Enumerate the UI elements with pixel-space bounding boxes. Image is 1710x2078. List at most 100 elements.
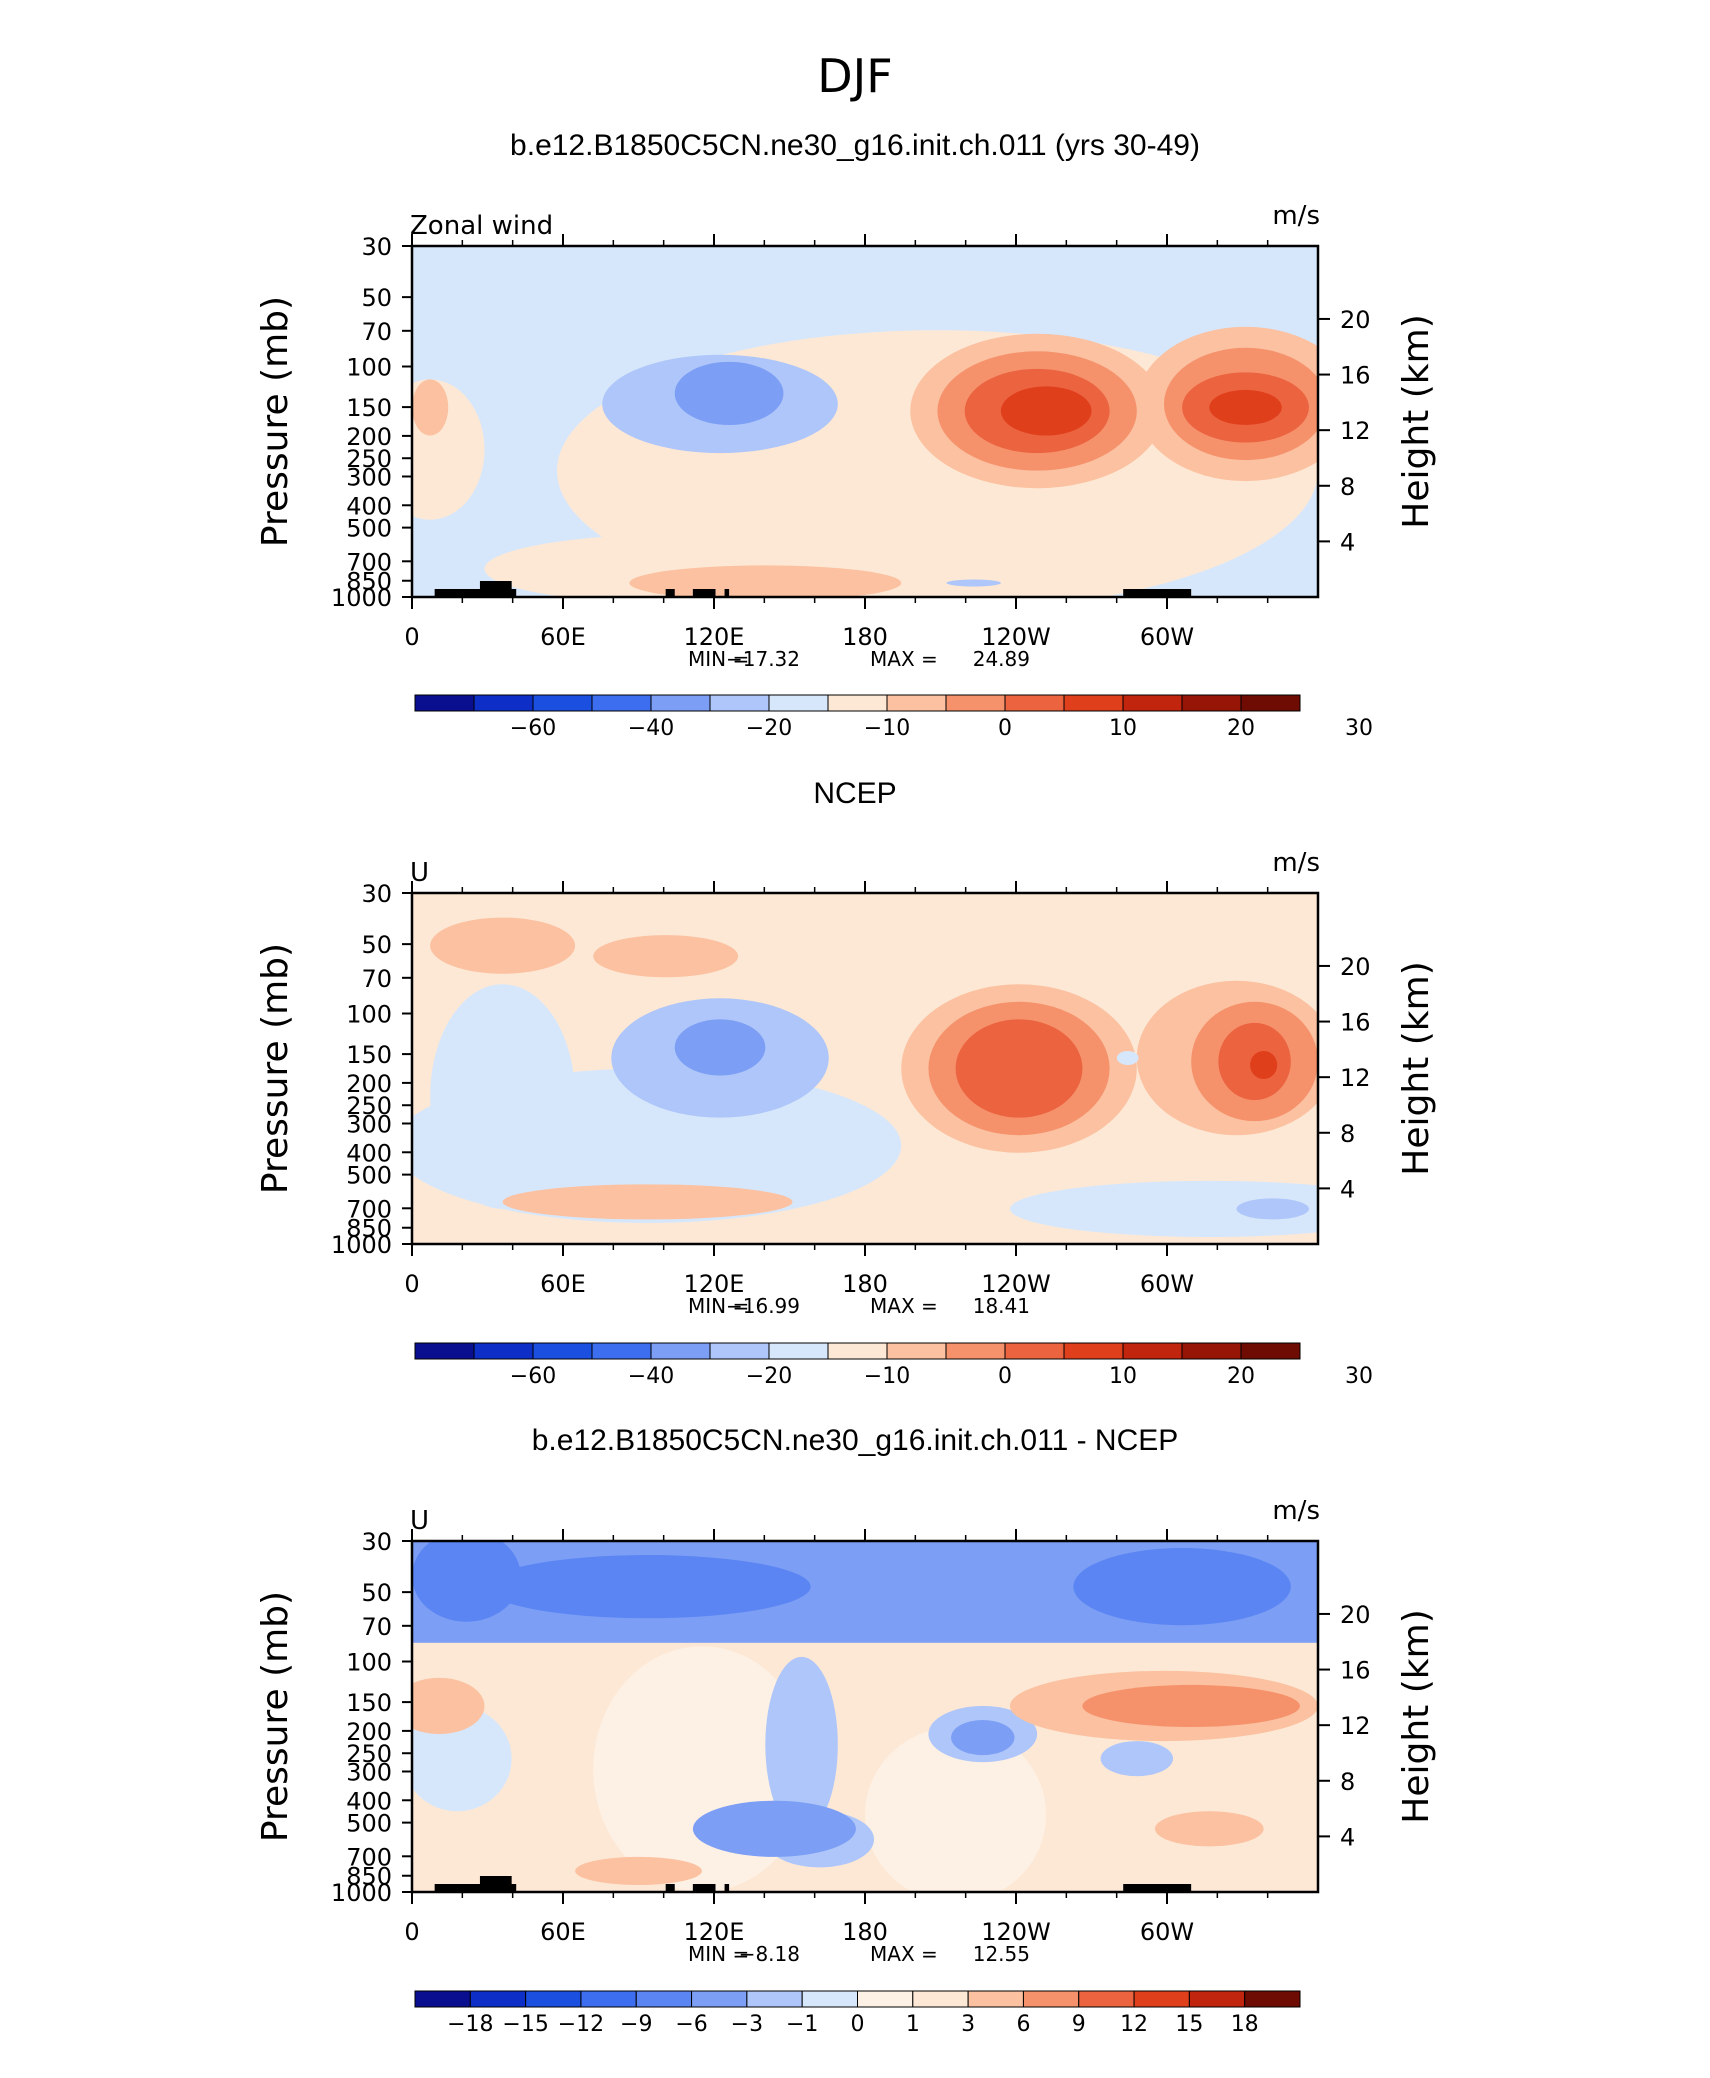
colorbar-label: 6 — [1016, 2012, 1030, 2037]
colorbar-swatch — [801, 1990, 858, 2008]
colorbar-label: −10 — [864, 1364, 910, 1389]
colorbar-swatch — [1181, 1342, 1242, 1360]
colorbar-swatch — [591, 1342, 652, 1360]
units-label: m/s — [1272, 201, 1320, 231]
x-tick-label: 120E — [684, 1918, 745, 1946]
contour-region — [1000, 386, 1092, 436]
colorbar-swatch — [709, 1342, 770, 1360]
contour-fill — [412, 1541, 1318, 1892]
panel-1: b.e12.B1850C5CN.ne30_g16.init.ch.011 (yr… — [255, 129, 1437, 741]
max-label: MAX = — [870, 1942, 938, 1966]
y-tick-label: 30 — [361, 880, 392, 908]
colorbar-swatch — [1122, 1342, 1183, 1360]
colorbar-swatch — [591, 694, 652, 712]
topography-mask — [665, 1884, 675, 1892]
y-tick-label: 300 — [346, 463, 392, 491]
colorbar-swatch — [414, 694, 475, 712]
x-tick-label: 60E — [540, 1918, 586, 1946]
x-tick-label: 60E — [540, 623, 586, 651]
contour-region — [1082, 1684, 1300, 1728]
colorbar-swatch — [857, 1990, 914, 2008]
min-value: −16.99 — [726, 1294, 800, 1318]
colorbar-label: −40 — [628, 716, 674, 741]
y-tick-label: 100 — [346, 354, 392, 382]
y-tick-label: 500 — [346, 1810, 392, 1838]
colorbar-label: 30 — [1345, 716, 1373, 741]
contour-region — [1073, 1548, 1291, 1626]
colorbar-swatch — [635, 1990, 693, 2008]
colorbar-label: 12 — [1120, 2012, 1148, 2037]
panel-title: b.e12.B1850C5CN.ne30_g16.init.ch.011 (yr… — [510, 129, 1200, 162]
colorbar-swatch — [768, 694, 829, 712]
y-tick-label: 400 — [346, 492, 392, 520]
contour-region — [692, 1800, 856, 1857]
x-tick-label: 0 — [404, 623, 419, 651]
contour-region — [1236, 1198, 1309, 1220]
y-right-tick-label: 16 — [1340, 1009, 1371, 1037]
colorbar-swatch — [650, 1342, 711, 1360]
colorbar-label: 18 — [1231, 2012, 1259, 2037]
topography-mask — [434, 589, 517, 597]
y-right-axis-title: Height (km) — [1396, 961, 1437, 1175]
x-tick-label: 60W — [1140, 623, 1194, 651]
y-tick-label: 300 — [346, 1110, 392, 1138]
x-tick-label: 180 — [842, 623, 888, 651]
colorbar-label: −40 — [628, 1364, 674, 1389]
x-tick-label: 0 — [404, 1270, 419, 1298]
variable-label: U — [410, 1506, 429, 1536]
colorbar-swatch — [827, 694, 888, 712]
contour-region — [1010, 1180, 1318, 1237]
y-right-axis-title: Height (km) — [1396, 314, 1437, 528]
colorbar-swatch — [469, 1990, 527, 2008]
y-tick-label: 50 — [361, 931, 392, 959]
panel-title: b.e12.B1850C5CN.ne30_g16.init.ch.011 - N… — [532, 1424, 1179, 1457]
y-right-tick-label: 8 — [1340, 1768, 1355, 1796]
y-tick-label: 150 — [346, 1689, 392, 1717]
colorbar-swatch — [650, 694, 711, 712]
contour-region — [412, 379, 449, 436]
contour-fill — [412, 246, 1318, 597]
contour-region — [1154, 1811, 1264, 1847]
colorbar-label: 1 — [906, 2012, 920, 2037]
colorbar-label: −20 — [746, 1364, 792, 1389]
y-right-tick-label: 4 — [1340, 528, 1355, 556]
y-tick-label: 50 — [361, 284, 392, 312]
max-label: MAX = — [870, 1294, 938, 1318]
colorbar-swatch — [1244, 1990, 1301, 2008]
y-tick-label: 1000 — [331, 1231, 392, 1259]
y-axis-title: Pressure (mb) — [255, 943, 296, 1194]
y-tick-label: 100 — [346, 1001, 392, 1029]
colorbar-swatch — [912, 1990, 969, 2008]
colorbar-swatch — [886, 1342, 947, 1360]
contour-fill — [412, 893, 1318, 1244]
x-tick-label: 0 — [404, 1918, 419, 1946]
colorbar-swatch — [746, 1990, 803, 2008]
colorbar-label: 20 — [1227, 716, 1255, 741]
colorbar-swatch — [945, 1342, 1006, 1360]
colorbar-label: 0 — [998, 716, 1012, 741]
contour-region — [412, 1677, 485, 1735]
colorbar-swatch — [525, 1990, 582, 2008]
y-right-tick-label: 20 — [1340, 1601, 1371, 1629]
y-tick-label: 700 — [346, 548, 392, 576]
panel-3: b.e12.B1850C5CN.ne30_g16.init.ch.011 - N… — [255, 1424, 1437, 2037]
colorbar-swatch — [886, 694, 947, 712]
y-tick-label: 700 — [346, 1195, 392, 1223]
colorbar-label: −3 — [731, 2012, 763, 2037]
y-right-tick-label: 16 — [1340, 362, 1371, 390]
colorbar-label: −18 — [447, 2012, 493, 2037]
y-tick-label: 850 — [346, 1863, 392, 1891]
colorbar-swatch — [691, 1990, 748, 2008]
x-tick-label: 120W — [981, 1270, 1051, 1298]
y-tick-label: 300 — [346, 1758, 392, 1786]
units-label: m/s — [1272, 848, 1320, 878]
max-label: MAX = — [870, 647, 938, 671]
y-right-axis-title: Height (km) — [1396, 1609, 1437, 1823]
colorbar-label: −10 — [864, 716, 910, 741]
colorbar-swatch — [1181, 694, 1242, 712]
topography-mask — [1123, 1884, 1192, 1892]
y-tick-label: 30 — [361, 1528, 392, 1556]
colorbar-label: 15 — [1175, 2012, 1203, 2037]
min-label: MIN = — [688, 1942, 749, 1966]
